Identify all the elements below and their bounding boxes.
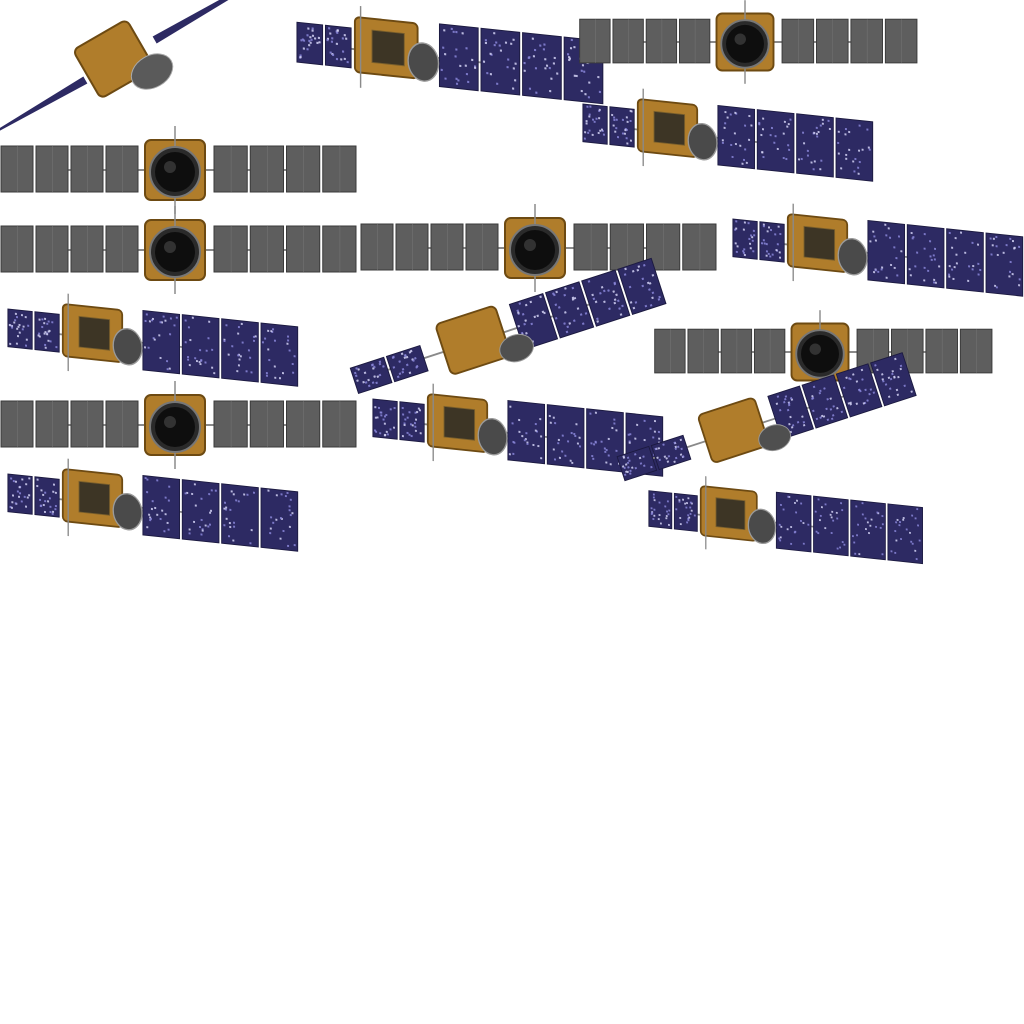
sprite-frame-13 bbox=[372, 383, 664, 477]
sprite-frame-8 bbox=[732, 203, 1024, 297]
sprite-frame-10 bbox=[349, 257, 667, 395]
sprite-frame-15 bbox=[7, 458, 299, 552]
sprite-frame-14 bbox=[616, 352, 917, 482]
sprite-frame-16 bbox=[648, 476, 923, 565]
sprite-frame-4 bbox=[582, 88, 874, 182]
sprite-frame-7 bbox=[360, 204, 717, 292]
sprite-frame-3 bbox=[579, 0, 918, 84]
sprite-frame-9 bbox=[7, 293, 299, 387]
sprite-frame-6 bbox=[0, 206, 357, 294]
sprite-frame-12 bbox=[0, 381, 357, 469]
sprite-frame-2 bbox=[296, 6, 604, 105]
sprite-frame-5 bbox=[0, 126, 357, 214]
sprite-frame-11 bbox=[654, 310, 993, 394]
sprite-frame-1 bbox=[0, 0, 320, 150]
